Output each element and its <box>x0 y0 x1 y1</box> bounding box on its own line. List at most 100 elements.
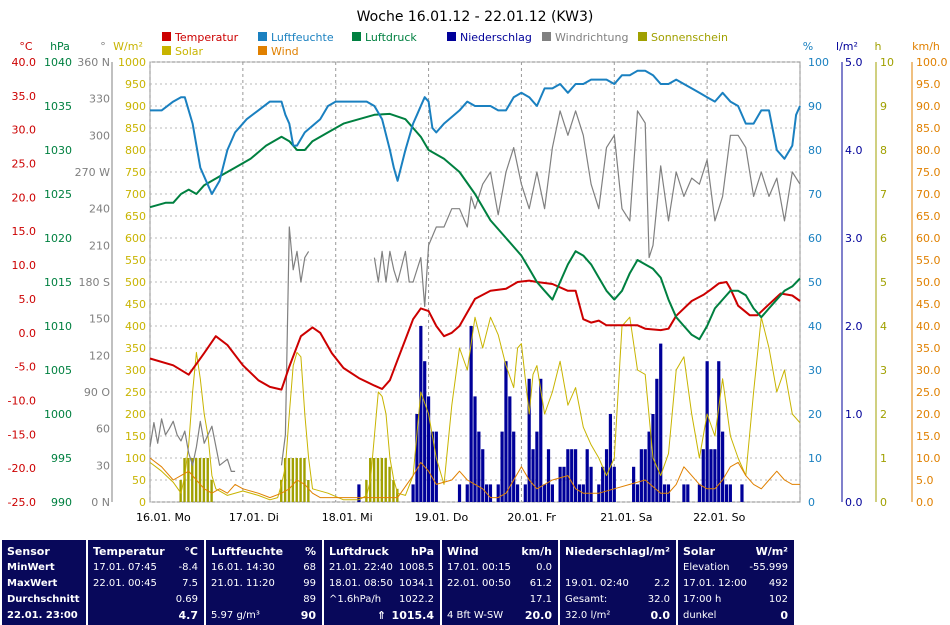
y-tick-label: 60.0 <box>916 232 941 245</box>
rain-bar <box>543 484 547 502</box>
legend-swatch <box>258 32 267 41</box>
y-tick-label: 85.0 <box>916 122 941 135</box>
hum-min-time: 16.01. 14:30 <box>211 562 275 573</box>
y-tick-label: 15.0 <box>12 225 37 238</box>
temperature-column: Temperatur °C 17.01. 07:45 -8.4 22.01. 00:… <box>88 540 204 625</box>
sensor-header: Sensor <box>7 545 50 558</box>
rain-bar <box>496 484 500 502</box>
series-line-press <box>149 112 801 341</box>
durchschnitt-label: Durchschnitt <box>7 594 80 605</box>
y-tick-label: 5.0 <box>916 474 934 487</box>
y-tick-label: 550 <box>125 254 146 267</box>
x-tick-label: 22.01. So <box>693 511 745 524</box>
rain-bar <box>419 326 423 502</box>
x-tick-label: 21.01. Sa <box>600 511 652 524</box>
rain-bar <box>608 414 613 502</box>
rain-bar <box>535 431 539 502</box>
y-tick-label: 0 <box>808 496 815 509</box>
wind-beaufort: 4 Bft W-SW <box>447 610 504 621</box>
series-line-hum <box>150 69 801 195</box>
rain-bar <box>562 466 566 502</box>
press-current-value: 1015.4 <box>391 609 434 622</box>
hum-absolute: 5.97 g/m³ <box>211 610 260 621</box>
rain-bar <box>539 378 543 502</box>
y-tick-label: 25.0 <box>12 158 37 171</box>
y-tick-label: 40.0 <box>12 56 37 69</box>
y-tick-label: 15.0 <box>916 430 941 443</box>
y-tick-label: 700 <box>125 188 146 201</box>
y-tick-label: 8 <box>880 144 887 157</box>
y-tick-label: 120 <box>89 349 110 362</box>
temperature-unit: °C <box>184 545 198 558</box>
hum-average-value: 89 <box>303 594 316 605</box>
rain-bar <box>531 449 535 502</box>
chart-marks <box>149 69 801 502</box>
y-tick-label: 30.0 <box>12 124 37 137</box>
sunshine-bar <box>307 480 310 502</box>
rain-bar <box>585 449 589 502</box>
y-tick-label: 100 <box>808 56 829 69</box>
legend: Temperatur Luftfeuchte Luftdruck Niederschl… <box>162 31 728 58</box>
legend-label: Sonnenschein <box>651 31 728 44</box>
sunshine-bar <box>380 458 384 502</box>
y-tick-label: 3 <box>880 364 887 377</box>
y-tick-label: -25.0 <box>8 496 36 509</box>
legend-label: Luftfeuchte <box>271 31 334 44</box>
rain-total-value: 32.0 <box>647 594 670 605</box>
rain-bar <box>639 449 643 502</box>
solar-elevation-label: Elevation <box>683 562 730 573</box>
rain-bar <box>523 484 527 502</box>
y-tick-label: 30 <box>96 459 110 472</box>
x-tick-label: 20.01. Fr <box>507 511 556 524</box>
sunshine-bar <box>191 458 194 502</box>
rain-column: Niederschlag l/m² 19.01. 02:40 2.2 Gesamt:… <box>560 540 676 625</box>
rain-bar <box>423 361 427 502</box>
y-tick-label: 1010 <box>44 320 72 333</box>
legend-swatch <box>542 32 551 41</box>
y-tick-label: 1000 <box>44 408 72 421</box>
legend-label: Luftdruck <box>365 31 417 44</box>
y-tick-label: 40 <box>808 320 822 333</box>
rain-bar <box>415 414 419 502</box>
y-tick-label: 20.0 <box>916 408 941 421</box>
rain-bar <box>508 396 512 502</box>
y-tick-label: 65.0 <box>916 210 941 223</box>
axis-unit: l/m² <box>836 40 858 53</box>
rain-bar <box>481 449 485 502</box>
rain-current-value: 0.0 <box>650 609 671 622</box>
y-tick-label: 150 <box>125 430 146 443</box>
rain-bar <box>724 484 729 502</box>
summary-panel: Sensor MinWert MaxWert Durchschnitt 22.0… <box>0 540 950 625</box>
wind-average-value: 17.1 <box>529 594 552 605</box>
axis-unit: h <box>875 40 882 53</box>
rain-bar <box>434 431 438 502</box>
y-tick-label: 1005 <box>44 364 72 377</box>
y-tick-label: 3.0 <box>845 232 863 245</box>
y-tick-label: 2 <box>880 408 887 421</box>
legend-swatch <box>162 46 171 55</box>
y-tick-label: 1000 <box>118 56 146 69</box>
wind-column: Wind km/h 17.01. 00:15 0.0 22.01. 00:50 61.… <box>442 540 558 625</box>
rain-bar <box>411 484 415 502</box>
y-tick-label: 0.0 <box>916 496 934 509</box>
y-tick-label: 4.0 <box>845 144 863 157</box>
rain-bar <box>643 449 647 502</box>
temp-min-time: 17.01. 07:45 <box>93 562 157 573</box>
sunshine-bar <box>299 458 302 502</box>
axes: 16.01. Mo 17.01. Di 18.01. Mi 19.01. Do 20.0… <box>8 40 948 524</box>
rain-bar <box>465 484 469 502</box>
y-tick-label: 30.0 <box>916 364 941 377</box>
y-tick-label: 30 <box>808 364 822 377</box>
series-line-solar <box>149 316 801 501</box>
wind-max-value: 61.2 <box>529 578 552 589</box>
axis-unit: ° <box>100 40 106 53</box>
y-tick-label: 240 <box>89 203 110 216</box>
rain-bar <box>515 484 520 502</box>
y-tick-label: 200 <box>125 408 146 421</box>
solar-max-value: 492 <box>768 578 788 589</box>
y-tick-label: 500 <box>125 276 146 289</box>
sunshine-bar <box>376 458 380 502</box>
series-line-temp <box>149 279 801 391</box>
y-tick-label: 2.0 <box>845 320 863 333</box>
x-tick-label: 19.01. Do <box>415 511 469 524</box>
